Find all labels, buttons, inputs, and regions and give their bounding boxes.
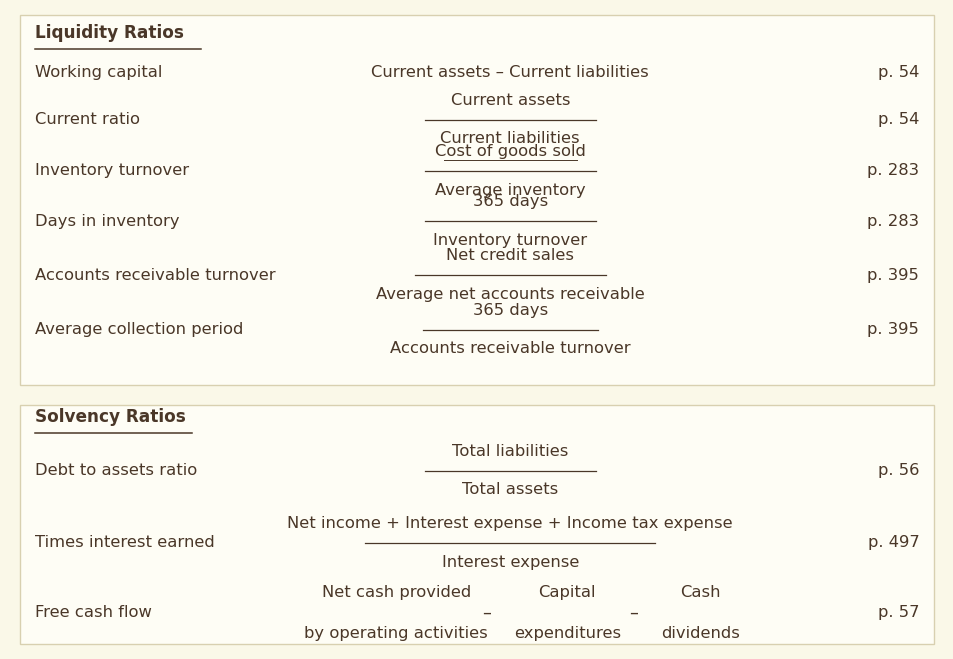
Text: Net credit sales: Net credit sales (446, 248, 574, 263)
Text: p. 54: p. 54 (877, 65, 919, 80)
Text: 365 days: 365 days (472, 194, 547, 210)
Text: Average inventory: Average inventory (435, 183, 585, 198)
Text: Total assets: Total assets (461, 482, 558, 498)
Text: Cost of goods sold: Cost of goods sold (435, 144, 585, 159)
Text: Current liabilities: Current liabilities (440, 131, 579, 146)
Text: p. 54: p. 54 (877, 112, 919, 127)
Text: expenditures: expenditures (514, 626, 620, 641)
Text: Times interest earned: Times interest earned (34, 535, 214, 550)
Text: –: – (481, 604, 491, 622)
Text: by operating activities: by operating activities (304, 626, 488, 641)
Text: Accounts receivable turnover: Accounts receivable turnover (390, 341, 630, 357)
Text: p. 57: p. 57 (877, 606, 919, 621)
Text: p. 497: p. 497 (866, 535, 919, 550)
Text: Current assets: Current assets (450, 93, 570, 107)
Text: p. 283: p. 283 (866, 163, 919, 178)
Text: Free cash flow: Free cash flow (34, 606, 152, 621)
Text: Solvency Ratios: Solvency Ratios (34, 408, 185, 426)
Text: Net income + Interest expense + Income tax expense: Net income + Interest expense + Income t… (287, 516, 732, 531)
Text: Average collection period: Average collection period (34, 322, 243, 337)
Text: Working capital: Working capital (34, 65, 162, 80)
Text: –: – (629, 604, 638, 622)
Text: Inventory turnover: Inventory turnover (34, 163, 189, 178)
Bar (20, 14, 933, 386)
Text: Liquidity Ratios: Liquidity Ratios (34, 24, 183, 42)
Text: 365 days: 365 days (472, 302, 547, 318)
Text: Total liabilities: Total liabilities (452, 444, 568, 459)
Bar (20, 405, 933, 645)
Text: Current assets – Current liabilities: Current assets – Current liabilities (371, 65, 648, 80)
Text: dividends: dividends (660, 626, 740, 641)
Text: Capital: Capital (538, 585, 596, 600)
Text: Net cash provided: Net cash provided (321, 585, 470, 600)
Text: Average net accounts receivable: Average net accounts receivable (375, 287, 644, 302)
Text: Debt to assets ratio: Debt to assets ratio (34, 463, 196, 478)
Text: p. 56: p. 56 (877, 463, 919, 478)
Text: Interest expense: Interest expense (441, 555, 578, 569)
Text: p. 283: p. 283 (866, 214, 919, 229)
Text: Inventory turnover: Inventory turnover (433, 233, 587, 248)
Text: p. 395: p. 395 (866, 322, 919, 337)
Text: p. 395: p. 395 (866, 268, 919, 283)
Text: Cash: Cash (679, 585, 720, 600)
Text: Current ratio: Current ratio (34, 112, 139, 127)
Text: Accounts receivable turnover: Accounts receivable turnover (34, 268, 275, 283)
Text: Days in inventory: Days in inventory (34, 214, 179, 229)
